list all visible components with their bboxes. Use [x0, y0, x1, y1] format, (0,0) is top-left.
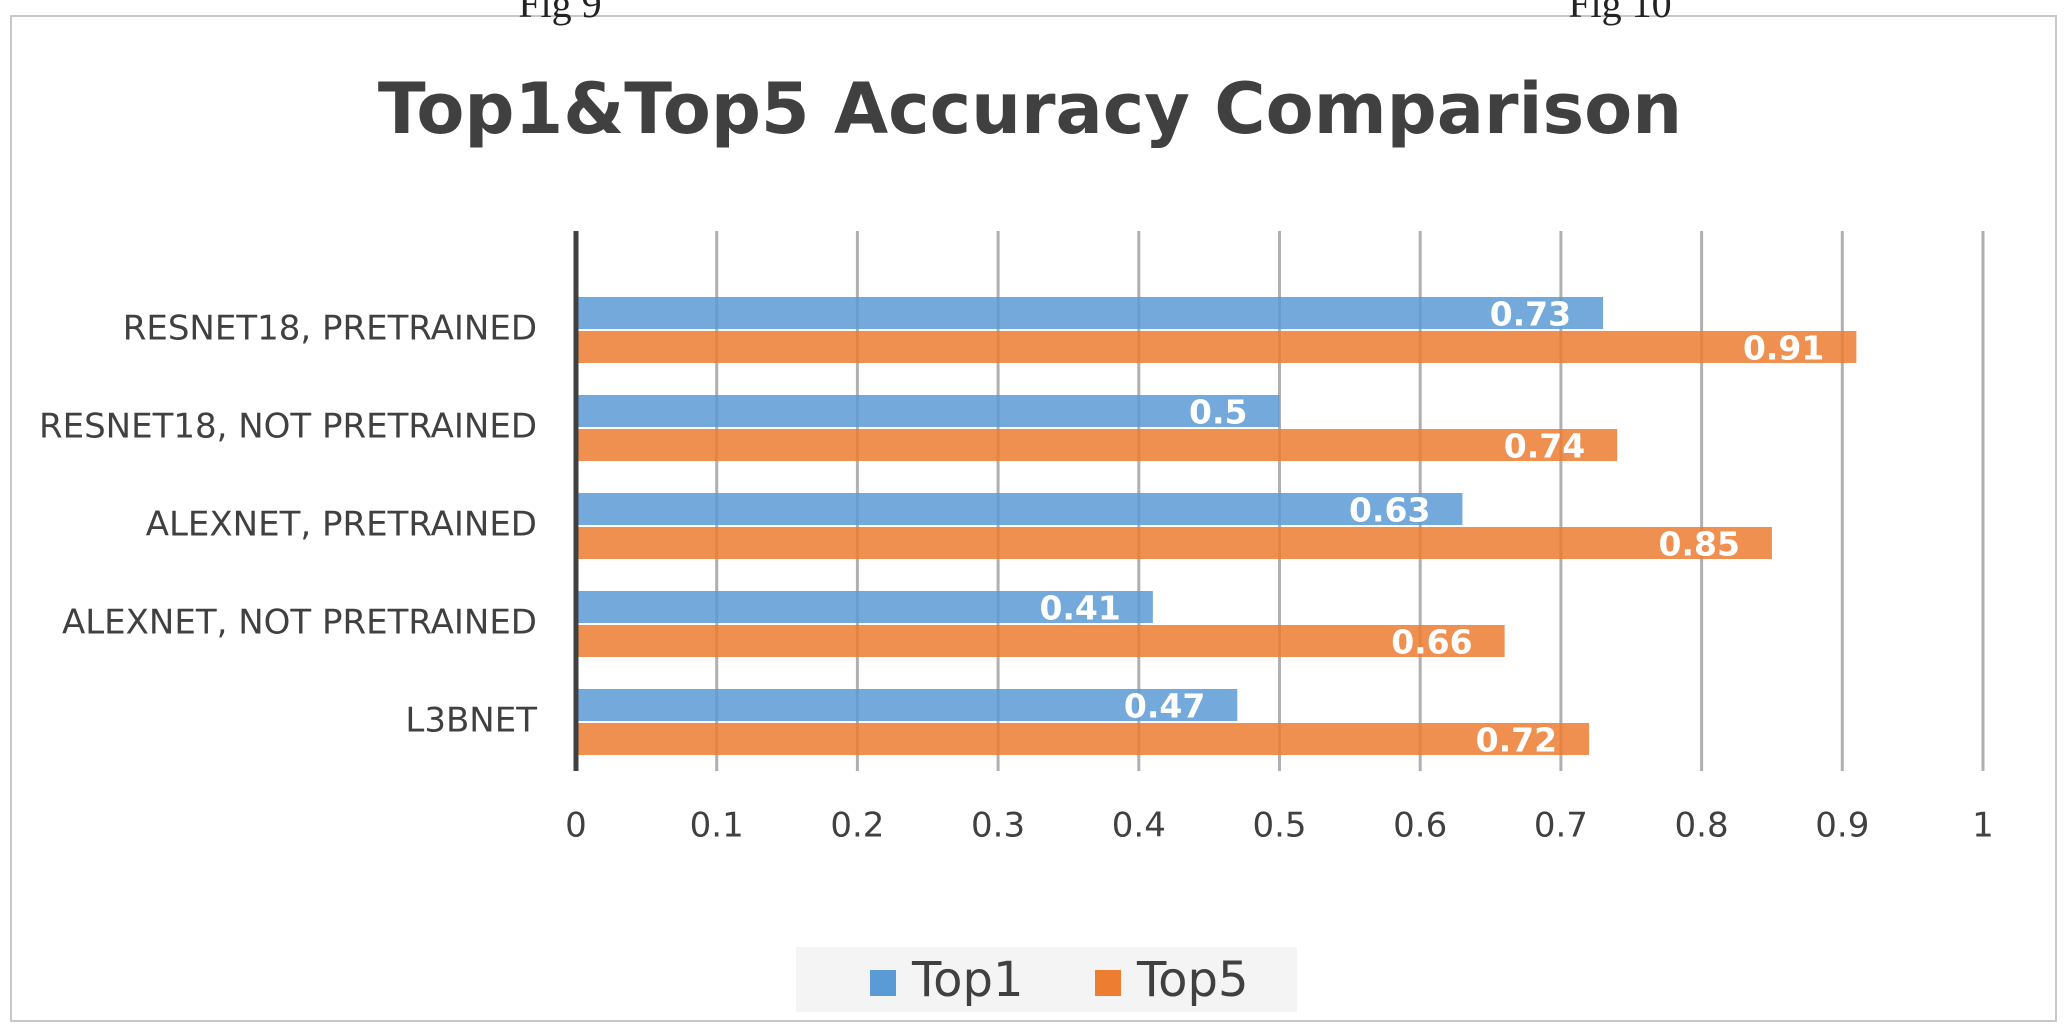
x-tick-label: 0.3: [971, 806, 1025, 846]
x-tick-label: 0.8: [1675, 806, 1729, 846]
y-tick-label: L3BNET: [405, 701, 537, 741]
caption: Fig 10: [1568, 0, 1671, 26]
x-tick-label: 0.4: [1112, 806, 1166, 846]
legend-label: Top1: [911, 952, 1024, 1008]
bar: [576, 395, 1280, 427]
data-label: 0.91: [1743, 329, 1824, 368]
data-label: 0.73: [1490, 295, 1571, 334]
bar: [576, 625, 1505, 657]
legend-swatch: [1095, 970, 1121, 996]
x-tick-label: 0.1: [690, 806, 744, 846]
data-label: 0.63: [1349, 491, 1430, 530]
data-label: 0.41: [1039, 589, 1120, 628]
x-tick-label: 0.7: [1534, 806, 1588, 846]
data-label: 0.5: [1189, 393, 1247, 432]
x-tick-label: 1: [1972, 806, 1994, 846]
bar: [576, 429, 1618, 461]
y-tick-label: RESNET18, PRETRAINED: [123, 309, 537, 349]
x-tick-label: 0.2: [830, 806, 884, 846]
x-tick-label: 0: [565, 806, 587, 846]
x-tick-label: 0.5: [1252, 806, 1306, 846]
legend-label: Top5: [1136, 952, 1249, 1008]
bar: [576, 297, 1604, 329]
data-label: 0.72: [1476, 721, 1557, 760]
y-tick-label: ALEXNET, NOT PRETRAINED: [62, 603, 537, 643]
bar: [576, 723, 1590, 755]
bar: [576, 527, 1772, 559]
caption: Fig 9: [518, 0, 601, 26]
y-tick-label: ALEXNET, PRETRAINED: [146, 505, 537, 545]
x-tick-label: 0.6: [1393, 806, 1447, 846]
y-tick-label: RESNET18, NOT PRETRAINED: [39, 407, 537, 447]
x-tick-label: 0.9: [1815, 806, 1869, 846]
chart-title: Top1&Top5 Accuracy Comparison: [378, 68, 1682, 150]
bar: [576, 689, 1238, 721]
bar: [576, 591, 1153, 623]
bar: [576, 331, 1857, 363]
data-label: 0.74: [1504, 427, 1585, 466]
data-label: 0.47: [1124, 687, 1205, 726]
bar: [576, 493, 1463, 525]
data-label: 0.85: [1659, 525, 1740, 564]
legend-swatch: [870, 970, 896, 996]
data-label: 0.66: [1391, 623, 1472, 662]
